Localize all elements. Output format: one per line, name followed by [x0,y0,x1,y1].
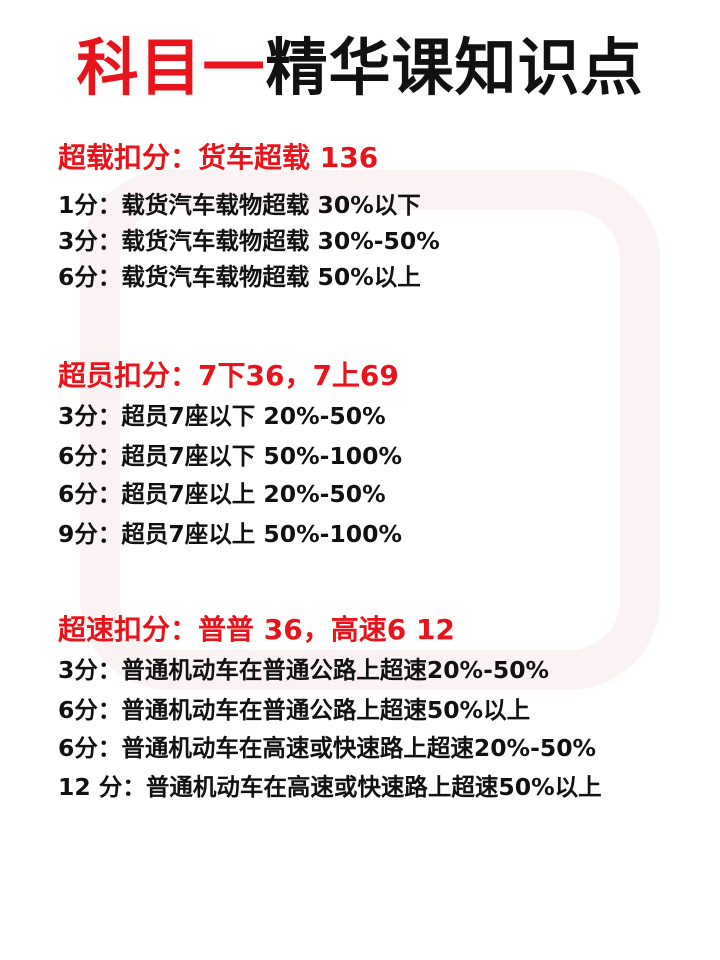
list-item: 9分：超员7座以上 50%-100% [58,520,402,548]
list-item: 6分：超员7座以下 50%-100% [58,442,402,470]
list-item: 12 分：普通机动车在高速或快速路上超速50%以上 [58,773,602,801]
list-item: 1分：载货汽车载物超载 30%以下 [58,191,421,219]
list-item: 6分：载货汽车载物超载 50%以上 [58,263,421,291]
list-item: 6分：普通机动车在高速或快速路上超速20%-50% [58,734,597,762]
page-title: 科目一精华课知识点 [0,28,720,108]
watermark-logo [80,170,660,690]
list-item: 6分：普通机动车在普通公路上超速50%以上 [58,696,531,724]
list-item: 3分：载货汽车载物超载 30%-50% [58,227,440,255]
title-red-part: 科目一 [76,31,266,104]
list-item: 6分：超员7座以上 20%-50% [58,480,386,508]
list-item: 3分：普通机动车在普通公路上超速20%-50% [58,656,550,684]
title-black-part: 精华课知识点 [265,31,644,104]
section-heading-overcapacity: 超员扣分：7下36，7上69 [58,359,399,392]
list-item: 3分：超员7座以下 20%-50% [58,402,386,430]
section-heading-speeding: 超速扣分：普普 36，高速6 12 [58,613,455,646]
section-heading-overload: 超载扣分：货车超载 136 [58,141,379,174]
